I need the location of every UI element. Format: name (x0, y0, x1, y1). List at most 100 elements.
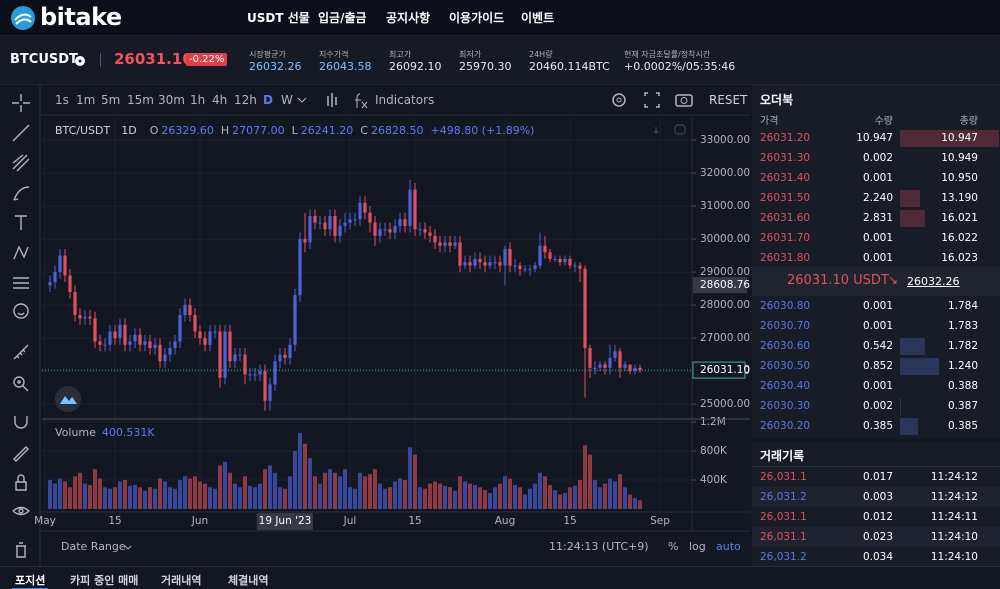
candle-body (203, 338, 207, 345)
drawing-tool-icon (13, 446, 29, 462)
watermark-icon (60, 396, 77, 404)
price[interactable]: 26030.40 (760, 380, 811, 392)
tab[interactable]: 거래내역 (161, 574, 202, 587)
nav-item[interactable]: 이벤트 (521, 11, 555, 25)
trade-time: 11:24:12 (930, 491, 978, 503)
candle-body (438, 242, 442, 246)
tab[interactable]: 포지션 (15, 574, 46, 587)
volume-bar (148, 487, 152, 509)
volume-bar (623, 487, 627, 509)
price[interactable]: 26031.70 (760, 232, 811, 244)
symbol[interactable]: BTCUSDT (10, 52, 78, 67)
candle-body (573, 265, 577, 267)
nav-item[interactable]: 이용가이드 (449, 11, 505, 25)
quantity: 0.852 (862, 360, 893, 372)
candle-body (478, 258, 482, 263)
tab[interactable]: 체결내역 (228, 574, 269, 587)
candle-body (163, 354, 167, 362)
icon-path (13, 277, 29, 289)
date-range-caret (124, 545, 132, 550)
volume-bar (428, 483, 432, 509)
price[interactable]: 26031.50 (760, 192, 811, 204)
interval-button[interactable]: 1h (190, 93, 206, 107)
volume-bar (558, 494, 562, 509)
volume-bar (478, 487, 482, 509)
candle-body (633, 367, 637, 372)
volume-bar (523, 494, 527, 509)
volume-bar (513, 485, 517, 509)
interval-button[interactable]: 1s (55, 93, 69, 107)
volume-bar (598, 487, 602, 509)
tab[interactable]: 카피 중인 매매 (70, 574, 139, 587)
drawing-tool-icon (14, 416, 28, 429)
volume-bar (258, 483, 262, 509)
drawing-tool-icon (15, 474, 27, 491)
price[interactable]: 26030.20 (760, 420, 811, 432)
logo-text[interactable]: bitake (40, 3, 122, 31)
volume-bar (323, 472, 327, 509)
candle-body (253, 374, 257, 376)
date-range-button[interactable]: Date Range (61, 540, 126, 553)
price[interactable]: 26030.30 (760, 400, 811, 412)
trade-price: 26,031.2 (760, 491, 807, 503)
interval-button[interactable]: 1m (76, 93, 96, 107)
interval-button[interactable]: 12h (234, 93, 257, 107)
candle-body (348, 219, 352, 223)
volume-bar (493, 487, 497, 509)
icon-path (13, 446, 29, 462)
trade-price: 26,031.1 (760, 471, 807, 483)
panel-title: 오더북 (760, 93, 794, 107)
reset-button[interactable]: RESET (709, 93, 748, 107)
volume-bar (63, 481, 67, 509)
interval-button[interactable]: 15m (127, 93, 154, 107)
candle-body (563, 258, 567, 263)
price[interactable]: 26031.80 (760, 252, 811, 264)
volume-bar (208, 487, 212, 509)
interval-button[interactable]: W (281, 93, 293, 107)
price[interactable]: 26030.50 (760, 360, 811, 372)
logo-icon (11, 6, 35, 30)
mark-price[interactable]: 26032.26 (907, 275, 960, 288)
interval-button[interactable]: 30m (158, 93, 185, 107)
price[interactable]: 26031.60 (760, 212, 811, 224)
volume-bar (293, 451, 297, 509)
candle-body (618, 351, 622, 368)
icon-path (16, 542, 26, 558)
scale-option[interactable]: % (668, 540, 679, 553)
nav-item[interactable]: 입금/출금 (318, 11, 367, 25)
price[interactable]: 26030.70 (760, 320, 811, 332)
last-price-box (692, 361, 746, 379)
candle-body (568, 258, 572, 266)
volume-bar (368, 474, 372, 509)
candle-body (228, 331, 232, 362)
interval-button[interactable]: 4h (212, 93, 228, 107)
price[interactable]: 26030.60 (760, 340, 811, 352)
candle-body (543, 245, 547, 253)
price[interactable]: 26031.20 (760, 132, 811, 144)
candle-body (338, 225, 342, 236)
candle-body (353, 219, 357, 221)
volume-bar (393, 481, 397, 509)
depth-bar (900, 130, 999, 147)
candle-body (523, 268, 527, 270)
nav-item[interactable]: 공지사항 (386, 11, 431, 25)
price[interactable]: 26031.30 (760, 152, 811, 164)
depth-bar (900, 190, 921, 207)
scale-option[interactable]: log (689, 540, 706, 553)
scale-option[interactable]: auto (716, 540, 741, 553)
stat-value: 26032.26 (249, 60, 302, 73)
nav-item[interactable]: USDT 선물 (247, 11, 310, 25)
interval-button[interactable]: 5m (101, 93, 121, 107)
price[interactable]: 26030.80 (760, 300, 811, 312)
camera-lens (680, 97, 688, 104)
y-tick-label: 30000.00 (700, 233, 750, 245)
candle-body (318, 222, 322, 224)
total: 13.190 (941, 192, 978, 204)
volume-bar (58, 478, 62, 509)
price[interactable]: 26031.40 (760, 172, 811, 184)
interval-button[interactable]: D (263, 93, 273, 107)
indicators-button[interactable]: Indicators (375, 93, 435, 107)
x-tick-label: May (34, 515, 56, 527)
candle-body (413, 189, 417, 230)
volume-bar (93, 469, 97, 509)
